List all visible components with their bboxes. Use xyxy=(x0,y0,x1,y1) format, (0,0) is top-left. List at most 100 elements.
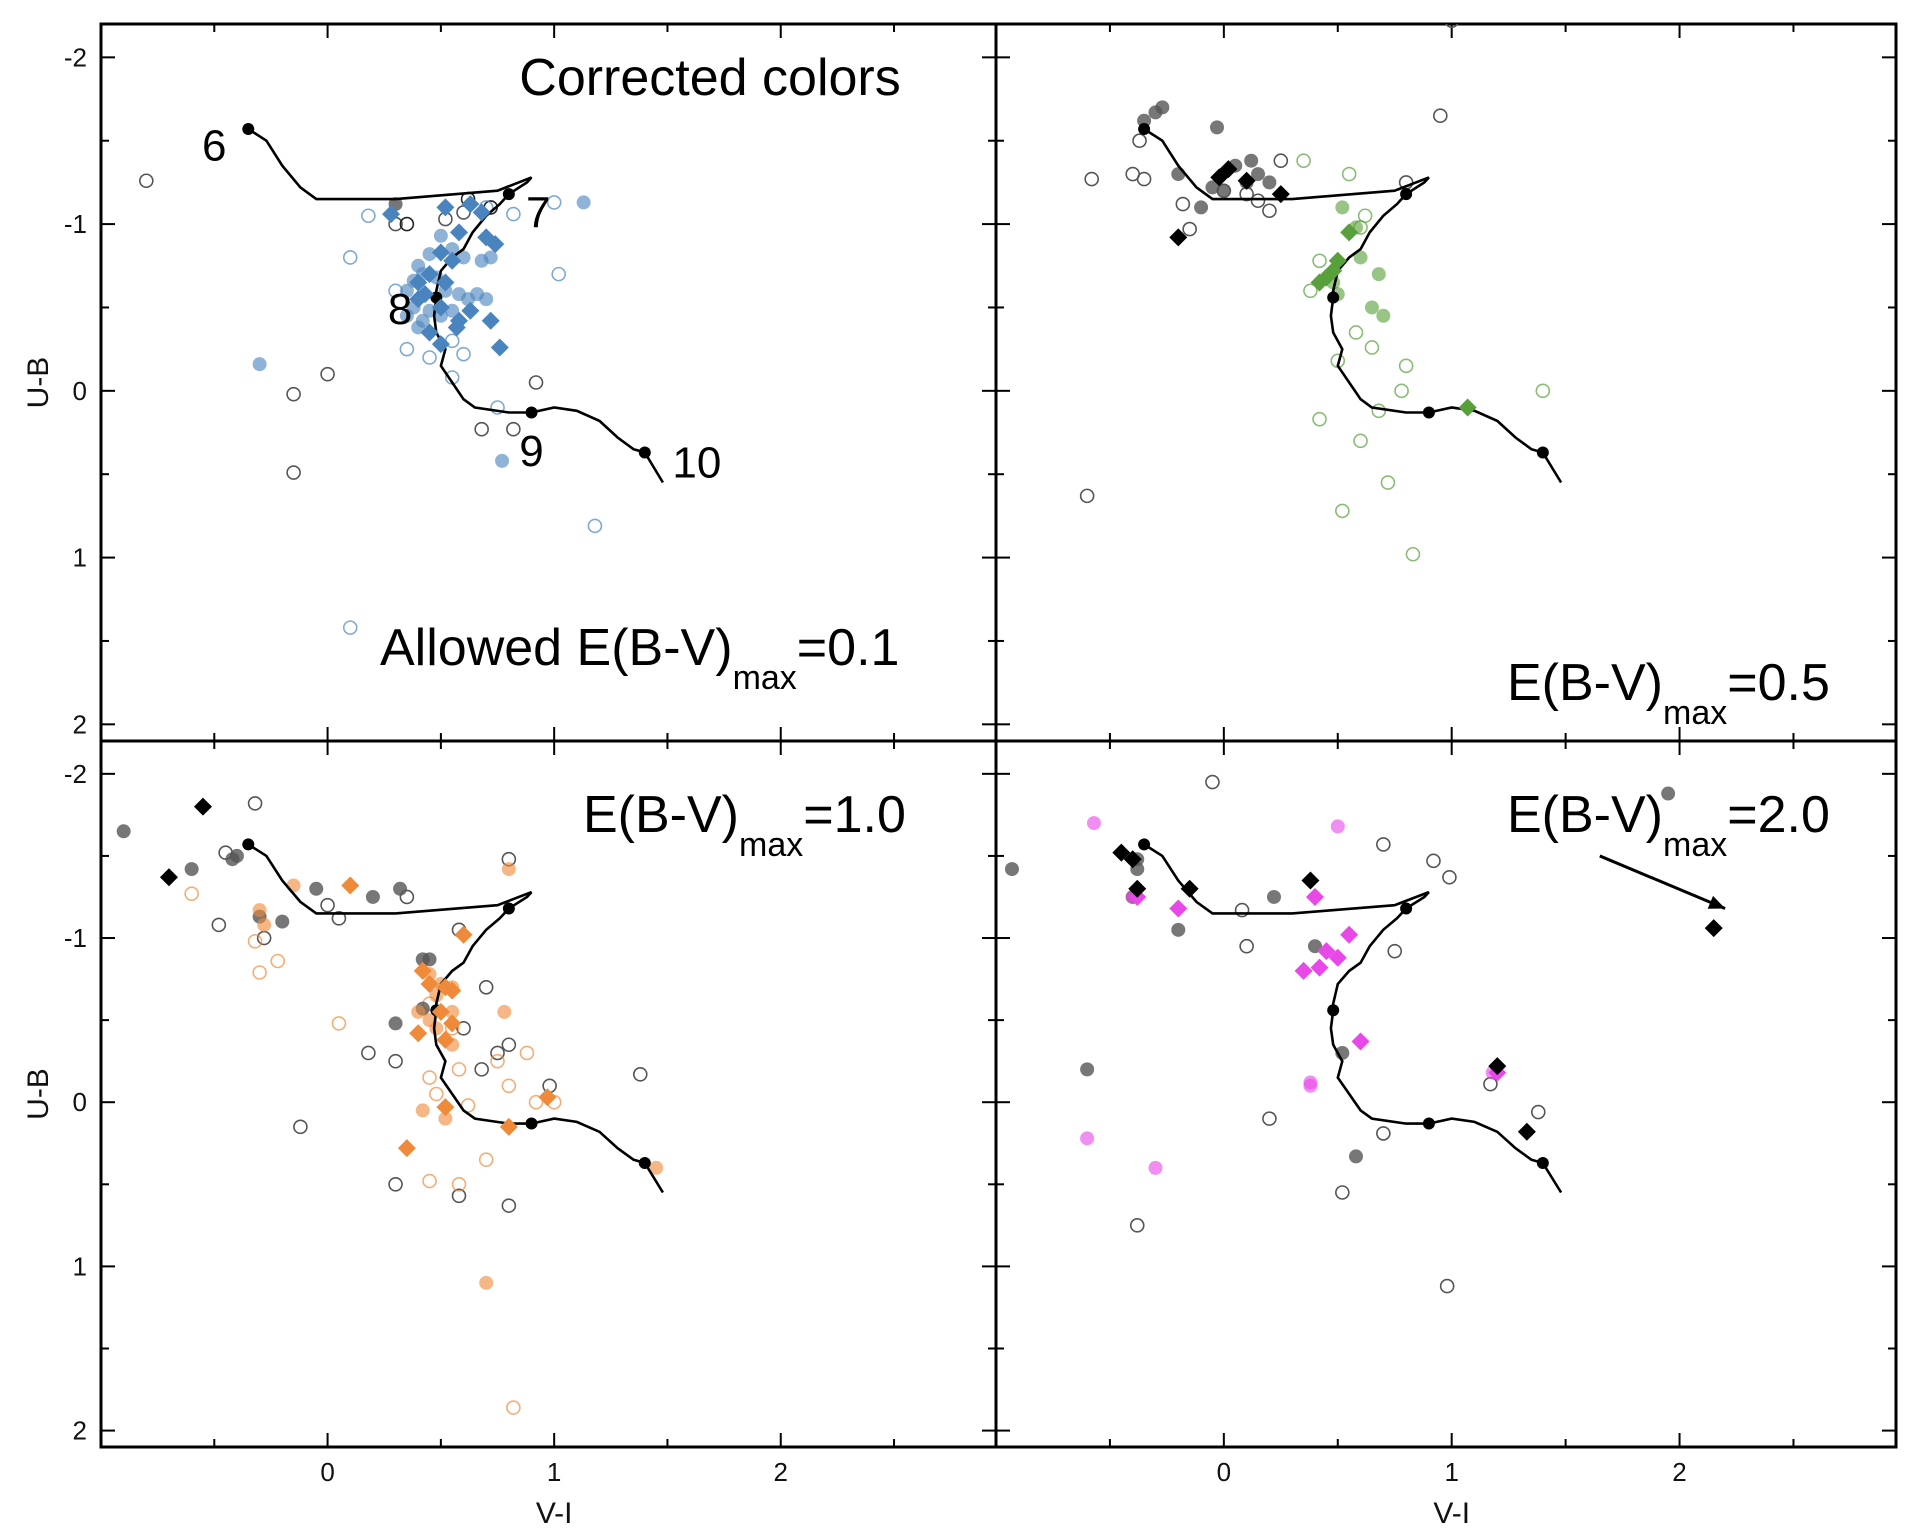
open-gray-point xyxy=(501,1037,517,1053)
filled-gray-point xyxy=(422,952,437,967)
black-diamond xyxy=(1128,879,1147,898)
stage-label: 7 xyxy=(526,188,550,237)
y-tick-label: 1 xyxy=(73,543,87,573)
open-colored-point xyxy=(1312,411,1327,427)
open-gray-point xyxy=(286,386,301,402)
filled-gray-point xyxy=(309,881,324,896)
panel-title: Corrected colors xyxy=(519,49,900,107)
filled-gray-point xyxy=(1171,922,1186,937)
ebv-label-value: =0.1 xyxy=(797,619,900,677)
filled-gray-point xyxy=(1244,153,1259,168)
track-marker xyxy=(1327,1004,1340,1017)
stage-label: 8 xyxy=(388,285,412,334)
open-colored-point xyxy=(342,250,358,265)
ebv-label-prefix: E(B-V) xyxy=(583,786,739,844)
open-gray-point xyxy=(1426,853,1441,869)
colored-diamond xyxy=(1169,899,1188,918)
open-gray-point xyxy=(501,1198,517,1213)
ebv-label: E(B-V)max=1.0 xyxy=(583,786,906,864)
filled-colored-point xyxy=(1371,267,1386,282)
open-gray-point xyxy=(286,465,301,480)
colored-diamond xyxy=(1305,887,1324,906)
open-colored-point xyxy=(1348,325,1364,340)
colored-diamond xyxy=(409,290,428,309)
open-colored-point xyxy=(1353,433,1368,449)
filled-colored-point xyxy=(438,1111,453,1126)
filled-gray-point xyxy=(1251,167,1266,182)
colored-diamond xyxy=(431,298,450,317)
track-marker xyxy=(1138,838,1151,851)
y-tick-label: -2 xyxy=(64,759,87,789)
ebv-label-value: =2.0 xyxy=(1727,786,1830,844)
colored-diamond xyxy=(436,1098,455,1117)
colored-diamond xyxy=(341,876,360,895)
filled-colored-point xyxy=(1148,1160,1163,1175)
open-gray-point xyxy=(1376,1126,1391,1141)
open-gray-point xyxy=(632,1066,648,1082)
open-colored-point xyxy=(361,208,376,224)
open-gray-point xyxy=(1239,938,1254,954)
filled-colored-point xyxy=(1364,300,1379,315)
colored-diamond xyxy=(443,981,462,1000)
y-tick-label: 0 xyxy=(73,376,87,406)
open-colored-point xyxy=(451,1062,467,1077)
colored-diamond xyxy=(450,223,468,242)
colored-diamond xyxy=(461,195,480,214)
open-gray-point xyxy=(1084,171,1099,187)
open-gray-point xyxy=(478,979,494,995)
y-axis-label: U-B xyxy=(22,357,55,409)
open-colored-point xyxy=(1364,340,1380,355)
open-gray-point xyxy=(1262,1111,1277,1126)
track-marker xyxy=(502,188,515,201)
open-gray-point xyxy=(211,917,227,933)
x-tick-label: 2 xyxy=(774,1457,788,1487)
open-colored-point xyxy=(546,195,562,210)
x-tick-label: 1 xyxy=(547,1457,561,1487)
colored-diamond xyxy=(1458,398,1477,417)
open-gray-point xyxy=(474,421,489,437)
colored-diamond xyxy=(1340,925,1359,944)
track-marker xyxy=(1536,446,1549,459)
colored-diamond xyxy=(431,1002,450,1021)
colored-diamond xyxy=(461,301,480,320)
y-tick-label: -1 xyxy=(64,209,87,239)
stage-label: 9 xyxy=(519,427,543,476)
colored-diamond xyxy=(472,203,491,222)
track-marker xyxy=(1422,1117,1435,1130)
filled-colored-point xyxy=(399,308,414,323)
colored-diamond xyxy=(1351,1032,1370,1051)
ebv-label-prefix: Allowed E(B-V) xyxy=(380,619,733,677)
colored-diamond xyxy=(454,925,473,944)
open-gray-point xyxy=(1273,153,1289,169)
colored-diamond xyxy=(436,198,455,217)
x-tick-label: 0 xyxy=(320,1457,334,1487)
open-colored-point xyxy=(490,400,505,415)
colored-diamond xyxy=(382,205,401,224)
stage-label: 10 xyxy=(672,439,721,488)
filled-colored-point xyxy=(429,1021,444,1036)
panel-tr xyxy=(1079,24,1563,562)
filled-colored-point xyxy=(433,228,448,243)
open-gray-point xyxy=(451,1188,467,1204)
ebv-label-prefix: E(B-V) xyxy=(1507,654,1663,712)
open-gray-point xyxy=(361,1045,376,1061)
y-tick-label: 0 xyxy=(73,1087,87,1117)
colored-diamond xyxy=(409,1024,428,1043)
y-tick-label: 2 xyxy=(73,1416,87,1446)
x-axis-label: V-I xyxy=(1433,1497,1470,1530)
open-colored-point xyxy=(1398,358,1414,374)
panel-bl xyxy=(116,796,665,1415)
ebv-label: E(B-V)max=0.5 xyxy=(1507,654,1830,732)
open-gray-point xyxy=(1483,1076,1498,1092)
ebv-label-prefix: E(B-V) xyxy=(1507,786,1663,844)
open-gray-point xyxy=(1530,1104,1546,1120)
filled-colored-point xyxy=(399,283,414,298)
filled-gray-point xyxy=(1194,200,1209,215)
open-colored-point xyxy=(519,1045,535,1061)
y-tick-label: 1 xyxy=(73,1251,87,1281)
ebv-label-sub: max xyxy=(1663,826,1727,864)
colored-diamond xyxy=(490,338,509,357)
colored-diamond xyxy=(499,1117,518,1136)
filled-gray-point xyxy=(1210,120,1225,135)
